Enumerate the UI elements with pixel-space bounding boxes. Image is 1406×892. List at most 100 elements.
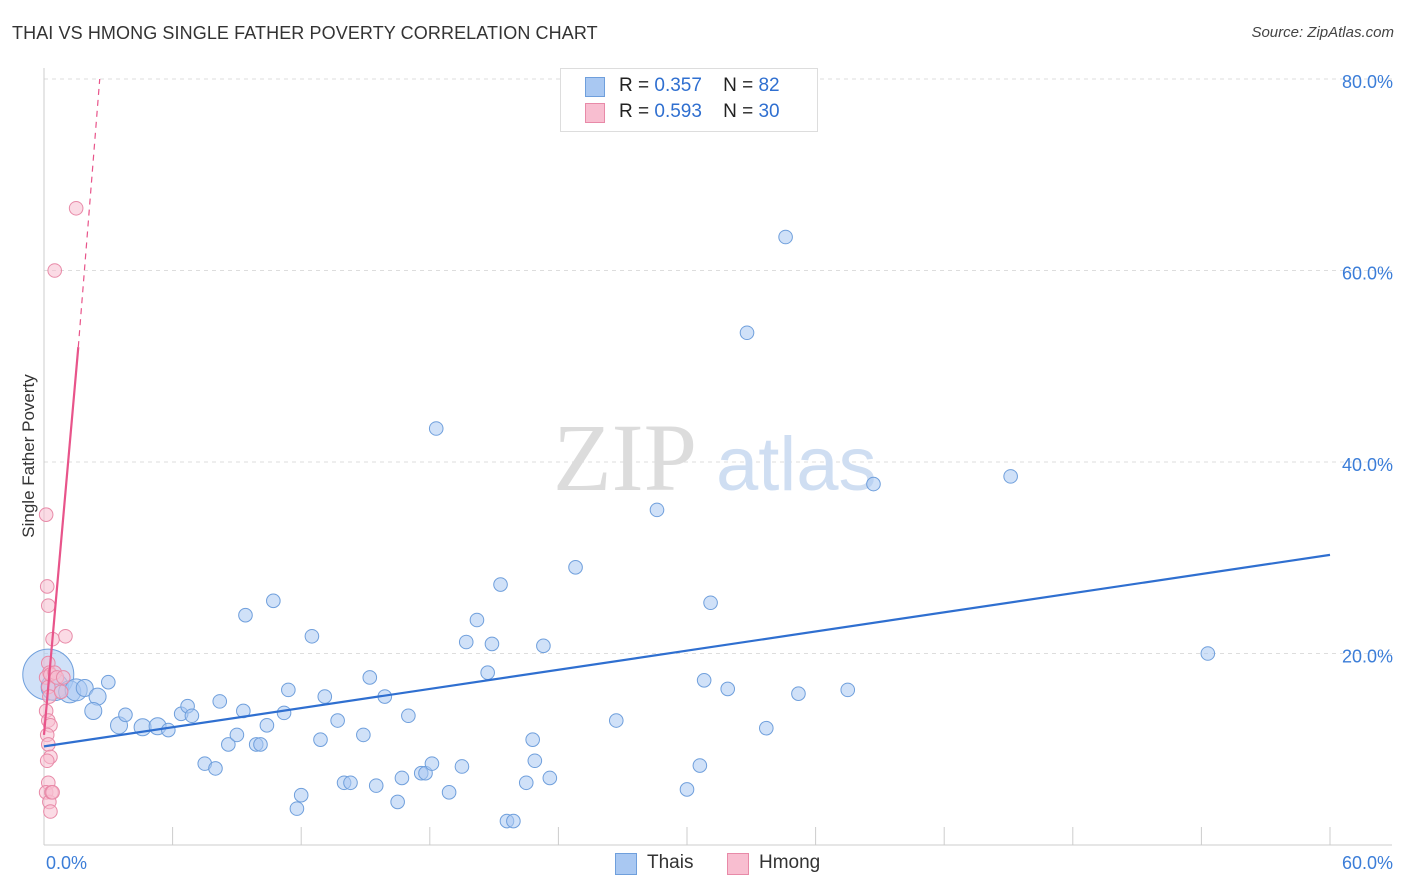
point-hmong — [45, 785, 60, 800]
point-thais — [253, 737, 268, 752]
point-thais — [1200, 646, 1216, 661]
point-thais — [101, 674, 116, 690]
y-tick-label: 60.0% — [1342, 264, 1393, 284]
point-thais — [518, 775, 534, 791]
correlation-legend: R = 0.357 N = 82 R = 0.593 N = 30 — [560, 68, 818, 132]
point-thais — [441, 785, 457, 800]
y-tick-label: 20.0% — [1342, 647, 1393, 667]
point-thais — [184, 708, 200, 724]
point-thais — [75, 678, 94, 697]
point-thais — [536, 638, 551, 654]
point-thais — [289, 801, 305, 816]
point-thais — [458, 634, 474, 650]
point-thais — [293, 787, 309, 803]
legend-r-thais: 0.357 — [654, 75, 702, 96]
point-thais — [679, 782, 695, 797]
point-thais — [401, 708, 416, 724]
point-thais — [791, 686, 806, 702]
grid-lines — [44, 78, 1392, 654]
point-thais — [313, 732, 328, 747]
watermark-atlas: atlas — [716, 422, 877, 507]
point-thais — [739, 325, 755, 341]
point-hmong — [39, 753, 55, 769]
point-thais — [759, 720, 774, 736]
point-thais — [362, 670, 378, 685]
point-thais — [1003, 469, 1018, 484]
legend-swatch-thais — [585, 77, 605, 97]
point-thais — [692, 758, 708, 773]
point-thais — [703, 595, 718, 611]
legend-swatch-hmong — [585, 103, 605, 123]
point-thais — [506, 813, 521, 829]
point-thais — [866, 476, 881, 492]
point-hmong — [47, 263, 63, 278]
point-thais — [390, 794, 405, 810]
watermark-zip: ZIP — [553, 404, 697, 511]
point-thais — [317, 689, 333, 704]
point-thais — [608, 713, 624, 728]
point-thais — [221, 737, 236, 752]
bottom-legend-swatch-thais — [615, 853, 637, 875]
trend-line-hmong-extrapolated — [77, 78, 101, 348]
chart-source: Source: ZipAtlas.com — [1251, 24, 1394, 41]
bottom-legend-label-hmong: Hmong — [759, 852, 821, 873]
axes: 20.0% 40.0% 60.0% 80.0% 0.0% 60.0% — [43, 68, 1393, 873]
watermark: ZIP atlas — [553, 404, 877, 511]
data-points — [22, 200, 1216, 829]
point-thais — [330, 713, 345, 728]
point-thais — [778, 229, 793, 245]
point-thais — [84, 701, 103, 720]
trend-line-thais — [43, 553, 1331, 748]
point-thais — [356, 727, 371, 743]
point-thais — [229, 727, 245, 743]
point-thais — [542, 770, 558, 786]
y-tick-label: 80.0% — [1342, 72, 1393, 92]
point-hmong — [43, 804, 58, 819]
trend-lines — [42, 78, 1331, 748]
point-thais — [424, 756, 440, 771]
point-hmong — [68, 200, 84, 216]
point-thais — [394, 770, 410, 786]
bottom-legend-swatch-hmong — [727, 853, 749, 875]
y-axis-label: Single Father Poverty — [19, 374, 38, 538]
point-thais — [649, 502, 665, 518]
point-thais — [428, 421, 444, 436]
y-tick-label: 40.0% — [1342, 455, 1393, 475]
point-hmong — [53, 684, 69, 700]
point-hmong — [39, 579, 55, 594]
point-hmong — [40, 598, 56, 613]
point-hmong — [58, 628, 73, 644]
point-thais — [118, 707, 133, 723]
point-thais — [696, 673, 712, 688]
x-tick-label: 60.0% — [1342, 853, 1393, 873]
point-thais — [840, 682, 856, 698]
legend-n-hmong: 30 — [758, 101, 780, 122]
point-thais — [469, 612, 485, 628]
point-thais — [368, 778, 384, 793]
point-hmong — [38, 507, 54, 522]
point-thais — [259, 718, 275, 733]
point-thais — [484, 636, 500, 652]
point-thais — [525, 732, 540, 747]
trend-line-hmong — [42, 347, 80, 735]
point-thais — [568, 560, 583, 575]
point-thais — [266, 593, 281, 609]
chart-title: THAI VS HMONG SINGLE FATHER POVERTY CORR… — [12, 23, 598, 43]
point-thais — [454, 759, 470, 774]
point-thais — [276, 705, 292, 721]
point-hmong — [55, 670, 71, 685]
point-thais — [493, 577, 508, 592]
point-thais — [238, 607, 253, 623]
point-thais — [720, 681, 736, 697]
bottom-legend-label-thais: Thais — [647, 852, 694, 873]
point-thais — [208, 761, 223, 776]
x-tick-label: 0.0% — [46, 853, 87, 873]
point-thais — [527, 753, 543, 769]
point-thais — [480, 665, 495, 680]
point-thais — [343, 775, 358, 791]
legend-r-hmong: 0.593 — [654, 101, 702, 122]
point-thais — [281, 682, 296, 698]
point-thais — [212, 694, 228, 709]
point-thais — [304, 628, 320, 644]
